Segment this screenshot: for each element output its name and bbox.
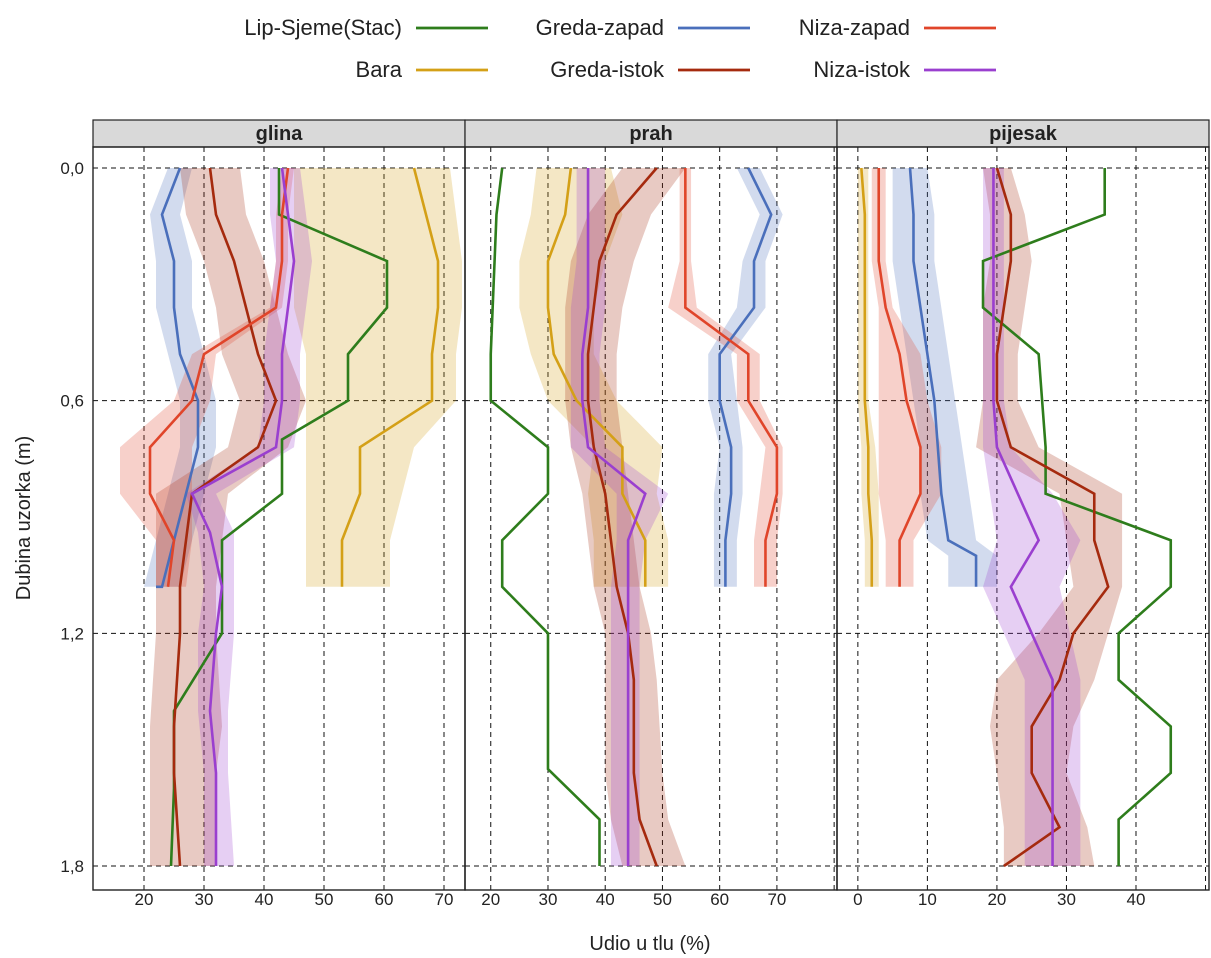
legend-label: Greda-zapad: [536, 15, 664, 40]
panel-glina: glina: [92, 119, 466, 891]
x-tick-label: 50: [315, 890, 334, 909]
x-tick-label: 40: [255, 890, 274, 909]
x-tick-label: 70: [435, 890, 454, 909]
x-tick-label: 20: [987, 890, 1006, 909]
band-greda-zapad-prah: [708, 168, 783, 587]
line-greda-istok-prah: [586, 167, 658, 867]
band-greda-istok-glina: [150, 168, 306, 866]
line-niza-istok-glina: [190, 167, 296, 866]
line-lip-sjeme-stac-glina: [169, 168, 389, 867]
x-tick-label: 40: [1127, 890, 1146, 909]
legend-item-bara: Bara: [356, 57, 488, 82]
x-tick-label: 30: [539, 890, 558, 909]
legend-label: Bara: [356, 57, 403, 82]
band-niza-zapad-prah: [668, 168, 783, 587]
band-niza-istok-prah: [570, 168, 669, 866]
legend-item-niza-istok: Niza-istok: [813, 57, 996, 82]
panels: glina prah pijesak: [92, 119, 1210, 891]
x-tick-label: 0: [853, 890, 862, 909]
axes: 20 30 40 50 60 70 20 30 40 50 60 70 0 10 20 30 40 0,0 0,6 1…: [60, 159, 1145, 909]
line-greda-istok-glina: [172, 167, 278, 867]
band-greda-istok-prah: [565, 168, 686, 866]
panel-prah: prah: [464, 119, 838, 891]
band-niza-zapad-glina: [120, 168, 294, 587]
y-tick-label: 0,0: [60, 159, 84, 178]
panel-title-pijesak: pijesak: [989, 123, 1058, 145]
line-greda-zapad-pijesak: [908, 167, 978, 587]
y-axis-title: Dubina uzorka (m): [13, 436, 35, 601]
legend-item-lip-sjeme-stac: Lip-Sjeme(Stac): [244, 15, 488, 40]
legend-label: Greda-istok: [550, 57, 665, 82]
band-bara-pijesak: [857, 168, 879, 587]
band-niza-zapad-pijesak: [871, 168, 942, 587]
line-bara-pijesak: [860, 167, 874, 587]
y-tick-label: 1,2: [60, 624, 84, 643]
legend-label: Niza-istok: [813, 57, 911, 82]
panel-frame-pijesak: [836, 146, 1210, 891]
legend-label: Lip-Sjeme(Stac): [244, 15, 402, 40]
band-niza-istok-pijesak: [983, 168, 1081, 866]
band-greda-istok-pijesak: [976, 168, 1123, 866]
legend-item-greda-istok: Greda-istok: [550, 57, 750, 82]
x-tick-label: 50: [653, 890, 672, 909]
x-axis-title: Udio u tlu (%): [589, 933, 710, 955]
line-niza-zapad-pijesak: [877, 168, 922, 587]
line-bara-glina: [340, 167, 440, 587]
line-greda-istok-pijesak: [995, 167, 1110, 868]
line-greda-zapad-prah: [718, 167, 773, 587]
legend-item-niza-zapad: Niza-zapad: [799, 15, 996, 40]
x-tick-label: 20: [481, 890, 500, 909]
line-niza-istok-prah: [581, 168, 647, 866]
legend: Lip-Sjeme(Stac) Greda-zapad Niza-zapad Bara…: [244, 15, 996, 82]
x-tick-label: 60: [375, 890, 394, 909]
x-tick-label: 60: [710, 890, 729, 909]
x-tick-label: 30: [1057, 890, 1076, 909]
x-tick-label: 10: [918, 890, 937, 909]
line-lip-sjeme-stac-prah: [489, 167, 601, 866]
line-niza-zapad-prah: [684, 168, 779, 587]
line-niza-istok-pijesak: [992, 168, 1054, 866]
x-tick-label: 20: [135, 890, 154, 909]
y-tick-label: 1,8: [60, 857, 84, 876]
panel-title-glina: glina: [256, 123, 304, 145]
panel-pijesak: pijesak: [836, 119, 1210, 891]
legend-label: Niza-zapad: [799, 15, 910, 40]
x-tick-label: 40: [596, 890, 615, 909]
line-bara-prah: [546, 167, 647, 587]
band-bara-glina: [294, 168, 462, 587]
legend-item-greda-zapad: Greda-zapad: [536, 15, 750, 40]
panel-strip-pijesak: [836, 119, 1210, 148]
y-tick-label: 0,6: [60, 392, 84, 411]
band-greda-zapad-pijesak: [892, 168, 997, 587]
band-greda-zapad-glina: [144, 168, 216, 587]
x-tick-label: 30: [195, 890, 214, 909]
line-niza-zapad-glina: [148, 167, 290, 587]
panel-title-prah: prah: [629, 123, 672, 145]
line-greda-zapad-glina: [156, 167, 200, 589]
x-tick-label: 70: [767, 890, 786, 909]
band-niza-istok-glina: [186, 168, 312, 866]
line-lip-sjeme-stac-pijesak: [981, 168, 1173, 866]
